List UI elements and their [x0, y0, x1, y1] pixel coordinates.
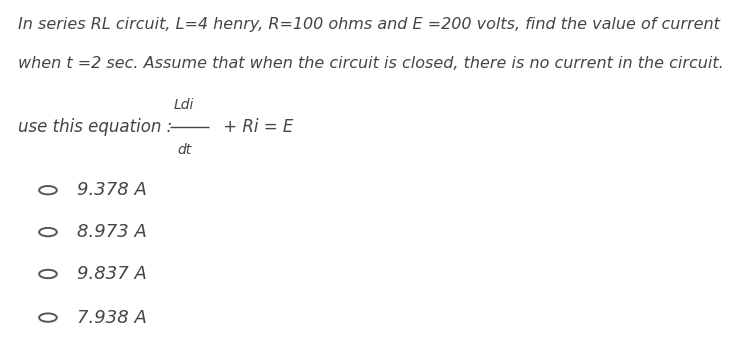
Text: 9.837 A: 9.837 A	[77, 265, 148, 283]
Text: In series RL circuit, L=4 henry, R=100 ohms and E =200 volts, find the value of : In series RL circuit, L=4 henry, R=100 o…	[18, 17, 720, 32]
Text: use this equation :: use this equation :	[18, 118, 178, 136]
Text: 9.378 A: 9.378 A	[77, 181, 148, 199]
Text: 8.973 A: 8.973 A	[77, 223, 148, 241]
Text: + Ri = E: + Ri = E	[218, 118, 293, 136]
Text: 7.938 A: 7.938 A	[77, 309, 148, 327]
Text: dt: dt	[177, 143, 191, 157]
Text: when t =2 sec. Assume that when the circuit is closed, there is no current in th: when t =2 sec. Assume that when the circ…	[18, 56, 724, 71]
Text: Ldi: Ldi	[173, 98, 194, 112]
